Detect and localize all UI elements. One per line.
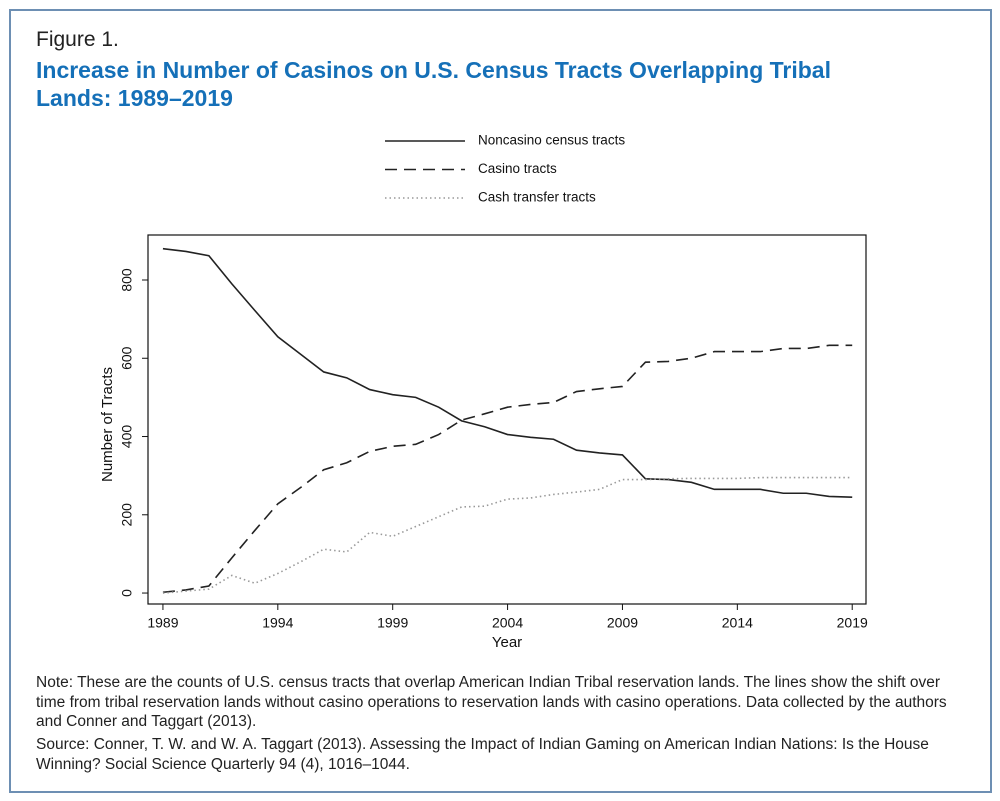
y-axis-label: Number of Tracts bbox=[99, 367, 116, 482]
chart-title: Increase in Number of Casinos on U.S. Ce… bbox=[36, 57, 831, 111]
plot-frame bbox=[147, 234, 867, 605]
figure-border bbox=[9, 9, 992, 793]
data-line bbox=[162, 247, 853, 498]
y-tick-label: 0 bbox=[119, 589, 135, 597]
x-tick-label: 2014 bbox=[722, 615, 753, 631]
x-tick-label: 1994 bbox=[262, 615, 293, 631]
legend-label: Cash transfer tracts bbox=[478, 190, 596, 205]
x-tick-label: 2009 bbox=[607, 615, 638, 631]
x-axis-label: Year bbox=[492, 634, 522, 651]
x-tick-label: 2019 bbox=[837, 615, 868, 631]
y-tick-label: 600 bbox=[119, 346, 135, 370]
y-tick-label: 800 bbox=[119, 268, 135, 292]
x-tick-label: 1989 bbox=[147, 615, 178, 631]
y-tick-label: 200 bbox=[119, 503, 135, 527]
y-tick-label: 400 bbox=[119, 425, 135, 449]
data-line bbox=[162, 344, 853, 594]
legend-label: Casino tracts bbox=[478, 161, 557, 176]
x-tick-label: 1999 bbox=[377, 615, 408, 631]
x-tick-label: 2004 bbox=[492, 615, 523, 631]
legend-label: Noncasino census tracts bbox=[478, 133, 625, 148]
data-line bbox=[162, 476, 853, 594]
source: Source: Conner, T. W. and W. A. Taggart … bbox=[36, 736, 929, 773]
figure-label: Figure 1. bbox=[36, 28, 119, 51]
note: Note: These are the counts of U.S. censu… bbox=[36, 674, 947, 730]
